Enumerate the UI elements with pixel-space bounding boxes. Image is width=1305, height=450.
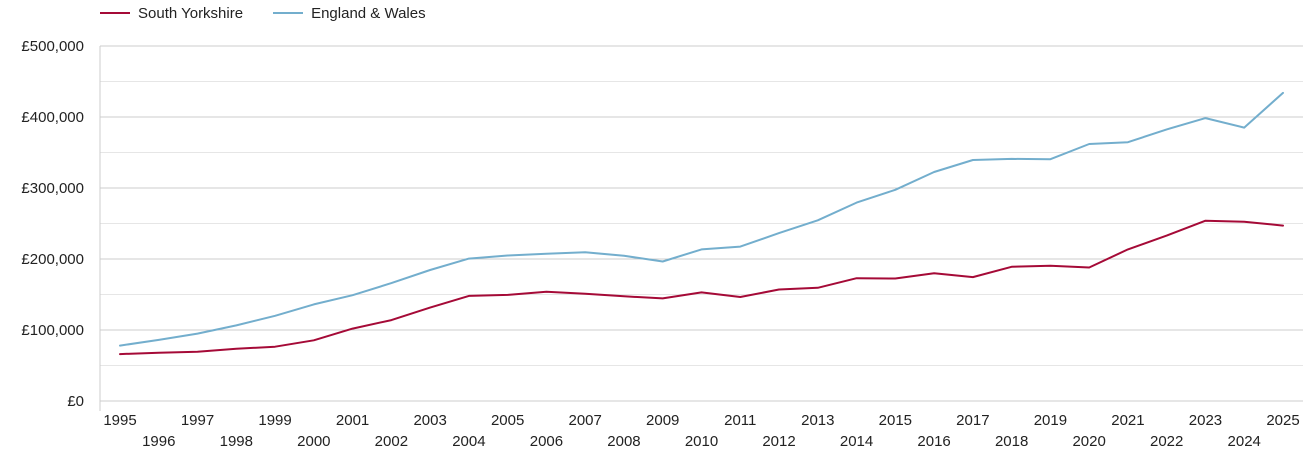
- legend: South Yorkshire England & Wales: [100, 3, 456, 23]
- x-tick-label: 2017: [956, 412, 989, 429]
- x-tick-label: 2023: [1189, 412, 1222, 429]
- legend-label-england-wales: England & Wales: [311, 4, 426, 22]
- x-tick-label: 2006: [530, 433, 563, 450]
- y-tick-label: £0: [67, 393, 84, 410]
- x-tick-label: 2010: [685, 433, 718, 450]
- y-tick-label: £100,000: [21, 322, 84, 339]
- legend-label-south-yorkshire: South Yorkshire: [138, 4, 244, 22]
- series-line-south-yorkshire: [119, 219, 1284, 356]
- x-tick-label: 2007: [569, 412, 602, 429]
- x-tick-label: 2002: [375, 433, 408, 450]
- y-axis: £0 £100,000 £200,000 £300,000 £400,000 £500,0…: [21, 38, 101, 411]
- x-tick-label: 2021: [1111, 412, 1144, 429]
- legend-item-england-wales[interactable]: England & Wales: [273, 5, 426, 22]
- x-axis: 1995 1996 1997 1998 1999 2000 2001 2002 2003 2004…: [100, 400, 1303, 450]
- x-tick-label: 1999: [258, 412, 291, 429]
- x-tick-label: 2012: [762, 433, 795, 450]
- x-tick-label: 2014: [840, 433, 873, 450]
- x-tick-label: 2008: [607, 433, 640, 450]
- legend-swatch-south-yorkshire: [100, 12, 130, 14]
- x-tick-label: 2011: [724, 412, 756, 429]
- series-lines: [119, 91, 1284, 356]
- x-tick-label: 2025: [1266, 412, 1299, 429]
- y-tick-label: £400,000: [21, 109, 84, 126]
- x-tick-label: 2024: [1228, 433, 1261, 450]
- x-tick-label: 2016: [917, 433, 950, 450]
- x-tick-label: 2015: [879, 412, 912, 429]
- legend-swatch-england-wales: [273, 12, 304, 14]
- y-tick-label: £500,000: [21, 38, 84, 55]
- legend-item-south-yorkshire[interactable]: South Yorkshire: [100, 5, 243, 22]
- grid-lines: [100, 45, 1303, 366]
- series-line-england-wales: [119, 91, 1284, 347]
- x-tick-label: 1996: [142, 433, 175, 450]
- x-tick-label: 2004: [452, 433, 485, 450]
- x-tick-label: 2005: [491, 412, 524, 429]
- x-tick-label: 2020: [1072, 433, 1105, 450]
- x-tick-label: 2022: [1150, 433, 1183, 450]
- x-tick-label: 2009: [646, 412, 679, 429]
- x-tick-label: 2013: [801, 412, 834, 429]
- x-tick-label: 1998: [220, 433, 253, 450]
- y-tick-label: £300,000: [21, 180, 84, 197]
- x-tick-label: 2003: [413, 412, 446, 429]
- x-tick-label: 2019: [1034, 412, 1067, 429]
- x-tick-label: 2000: [297, 433, 330, 450]
- x-tick-label: 1995: [103, 412, 136, 429]
- y-tick-label: £200,000: [21, 251, 84, 268]
- x-tick-label: 1997: [181, 412, 214, 429]
- x-tick-label: 2001: [336, 412, 369, 429]
- x-tick-label: 2018: [995, 433, 1028, 450]
